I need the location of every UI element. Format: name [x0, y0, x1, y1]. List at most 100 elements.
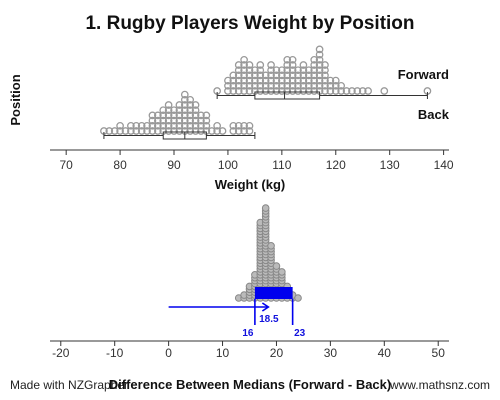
forward-weight-dot	[267, 87, 275, 95]
back-weight-dot	[170, 111, 178, 120]
forward-weight-dot	[331, 87, 340, 95]
weight-axis-title: Weight (kg)	[215, 177, 286, 192]
back-weight-dot	[245, 121, 254, 130]
forward-weight-dot	[331, 76, 340, 85]
forward-weight-dot	[245, 87, 254, 95]
back-weight-dot	[186, 111, 195, 120]
forward-weight-dot	[310, 55, 319, 64]
forward-weight-dot	[256, 66, 265, 75]
footer-credit: Made with NZGrapher	[10, 378, 128, 392]
observed-difference-label: 18.5	[259, 314, 279, 325]
back-weight-dot	[127, 121, 135, 130]
back-weight-dot	[191, 101, 200, 109]
back-weight-dot	[175, 101, 184, 109]
forward-weight-dot	[272, 87, 281, 95]
forward-weight-dot	[234, 81, 243, 90]
forward-weight-dot	[326, 87, 335, 95]
forward-weight-dot	[240, 81, 248, 90]
ci-upper-label: 23	[294, 328, 306, 339]
forward-weight-dot	[240, 76, 248, 85]
back-weight-dot	[110, 127, 119, 135]
difference-tick-label: 20	[270, 346, 284, 360]
back-weight-dot	[127, 127, 135, 135]
forward-weight-dot	[288, 55, 297, 64]
back-weight-dot	[180, 95, 189, 104]
forward-weight-dot	[315, 50, 324, 59]
forward-weight-dot	[278, 81, 286, 90]
back-weight-dot	[234, 121, 243, 130]
forward-weight-dot	[294, 87, 302, 95]
observed-difference-arrow-head	[261, 302, 270, 312]
back-weight-dot	[240, 127, 248, 135]
back-weight-dot	[175, 121, 184, 130]
back-weight-dot	[153, 127, 162, 135]
forward-weight-dot	[283, 87, 292, 95]
back-weight-dot	[148, 121, 157, 130]
forward-weight-dot	[256, 81, 265, 90]
forward-weight-dot	[283, 66, 292, 75]
forward-weight-dot	[283, 76, 292, 85]
weight-tick-label: 80	[113, 158, 127, 172]
back-weight-dot	[186, 127, 195, 135]
forward-weight-dot	[251, 66, 259, 75]
forward-weight-dot	[245, 76, 254, 85]
bootstrap-dot	[261, 204, 270, 212]
back-weight-dot	[191, 106, 200, 115]
back-weight-dot	[159, 106, 168, 115]
bootstrap-dot	[267, 242, 275, 250]
weight-tick-label: 130	[380, 158, 400, 172]
forward-weight-dot	[251, 76, 259, 85]
back-weight-dot	[197, 111, 205, 120]
back-weight-dot	[202, 111, 211, 120]
forward-weight-dot	[224, 81, 232, 90]
forward-weight-dot	[240, 87, 248, 95]
difference-axis: -20 -10 0 10 20 30 40 50	[50, 340, 449, 360]
difference-tick-label: -10	[106, 346, 124, 360]
back-weight-dot	[116, 127, 124, 135]
forward-box	[254, 91, 321, 100]
forward-group-label: Forward	[398, 67, 449, 82]
back-weight-dot	[170, 127, 178, 135]
back-weight-dot	[148, 111, 157, 120]
back-weight-dot	[159, 111, 168, 120]
forward-weight-dot	[331, 81, 340, 90]
back-weight-dot	[175, 106, 184, 115]
bootstrap-dot	[272, 262, 281, 270]
forward-weight-dot	[272, 76, 281, 85]
forward-weight-dot	[315, 61, 324, 69]
back-weight-dot	[213, 121, 221, 130]
back-weight-dot	[116, 121, 124, 130]
weight-tick-label: 70	[59, 158, 73, 172]
weight-tick-label: 120	[326, 158, 346, 172]
forward-weight-dot	[315, 81, 324, 90]
difference-tick-label: 30	[324, 346, 338, 360]
forward-weight-dot	[245, 66, 254, 75]
back-weight-dot	[164, 111, 173, 120]
back-weight-dot	[240, 121, 248, 130]
back-weight-dot	[229, 127, 238, 135]
back-weight-dot	[245, 127, 254, 135]
forward-weight-dot	[261, 71, 270, 80]
back-group-label: Back	[418, 107, 450, 122]
back-weight-dot	[153, 116, 162, 125]
forward-weight-dot	[299, 87, 308, 95]
forward-weight-dot	[321, 66, 329, 75]
forward-weight-dot	[234, 76, 243, 85]
forward-weight-dot	[380, 87, 389, 95]
back-weight-dot	[153, 111, 162, 120]
back-weight-dot	[137, 121, 146, 130]
forward-weight-dot	[342, 87, 351, 95]
forward-weight-dot	[256, 61, 265, 69]
forward-weight-dot	[326, 81, 335, 90]
forward-weight-dot	[256, 87, 265, 95]
back-weight-dot	[121, 127, 130, 135]
confidence-interval-bar	[254, 287, 293, 299]
forward-weight-dot	[288, 71, 297, 80]
forward-weight-dot	[299, 76, 308, 85]
forward-weight-dot	[278, 76, 286, 85]
forward-weight-dot	[288, 76, 297, 85]
back-weight-dot	[191, 127, 200, 135]
forward-weight-dot	[288, 81, 297, 90]
back-weight-dot	[164, 116, 173, 125]
weight-dot-plot: Forward Back	[100, 45, 450, 140]
